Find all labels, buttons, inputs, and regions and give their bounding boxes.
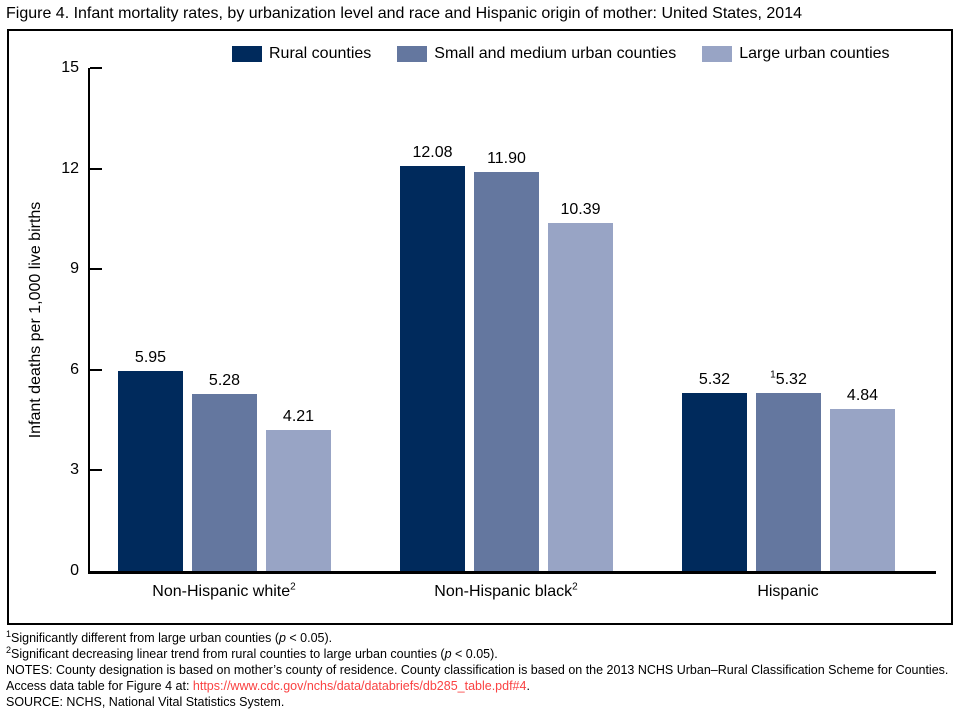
- y-tick-mark: [90, 67, 102, 69]
- legend-item-rural: Rural counties: [232, 45, 371, 63]
- bar-value-label-rural-hispanic: 5.32: [698, 371, 731, 388]
- bar-value-label-small-medium-urban-hispanic: 15.32: [770, 369, 807, 388]
- bar-large-urban-non-hispanic-white: [266, 430, 331, 571]
- category-label-non-hispanic-black: Non-Hispanic black2: [434, 581, 578, 600]
- bar-small-medium-urban-non-hispanic-white: [192, 394, 257, 571]
- data-table-link[interactable]: https://www.cdc.gov/nchs/data/databriefs…: [192, 679, 527, 693]
- bar-value-label-small-medium-urban-non-hispanic-black: 11.90: [487, 150, 526, 167]
- bar-small-medium-urban-non-hispanic-black: [474, 172, 539, 571]
- legend-swatch-small-medium-urban: [397, 46, 428, 62]
- plot-area: 0 3 6 9 12 15 Infant deaths per 1,000 live bir…: [9, 31, 951, 623]
- bar-value-label-large-urban-non-hispanic-black: 10.39: [560, 201, 601, 218]
- legend-item-large-urban: Large urban counties: [702, 45, 890, 63]
- bar-rural-hispanic: [682, 393, 747, 571]
- y-tick-label: 15: [61, 59, 79, 76]
- figure-title: Figure 4. Infant mortality rates, by urb…: [6, 5, 802, 22]
- legend-item-small-medium-urban: Small and medium urban counties: [397, 45, 676, 63]
- bar-small-medium-urban-hispanic: [756, 393, 821, 571]
- category-label-hispanic: Hispanic: [757, 583, 819, 600]
- bar-rural-non-hispanic-white: [118, 371, 183, 571]
- bar-value-label-rural-non-hispanic-white: 5.95: [134, 349, 167, 366]
- footnote-2-text: Significant decreasing linear trend from…: [11, 647, 445, 661]
- y-axis-line: [88, 68, 90, 574]
- legend-label-large-urban: Large urban counties: [739, 45, 890, 62]
- y-tick-label: 9: [70, 260, 79, 278]
- footnote-1: 1Significantly different from large urba…: [6, 628, 954, 646]
- footnote-source: SOURCE: NCHS, National Vital Statistics …: [6, 695, 285, 709]
- footnote-1-text: Significantly different from large urban…: [11, 631, 279, 645]
- category-label-non-hispanic-white: Non-Hispanic white2: [152, 581, 296, 600]
- notes-text: NOTES: County designation is based on mo…: [6, 663, 949, 693]
- footnote-2-superscript: 2: [6, 644, 12, 655]
- legend: Rural counties Small and medium urban co…: [232, 45, 890, 63]
- footnote-2-p-italic: p: [444, 647, 452, 661]
- x-axis-line: [88, 571, 936, 574]
- y-axis-title: Infant deaths per 1,000 live births: [27, 201, 44, 438]
- y-tick-mark: [90, 368, 102, 371]
- y-tick-label: 12: [61, 159, 79, 177]
- notes-tail: .: [526, 679, 530, 693]
- footnotes: 1Significantly different from large urba…: [6, 628, 954, 710]
- y-tick-mark: [90, 167, 102, 170]
- bar-value-label-large-urban-hispanic: 4.84: [846, 387, 879, 404]
- chart-frame: Rural counties Small and medium urban co…: [7, 29, 953, 625]
- legend-swatch-rural: [232, 46, 262, 62]
- footnote-2: 2Significant decreasing linear trend fro…: [6, 644, 954, 662]
- bar-value-label-small-medium-urban-non-hispanic-white: 5.28: [208, 372, 241, 389]
- y-tick-label: 3: [70, 461, 79, 479]
- footnote-2-tail: < 0.05).: [451, 647, 498, 661]
- y-tick-mark: [90, 469, 102, 472]
- bar-large-urban-non-hispanic-black: [548, 223, 613, 571]
- bar-large-urban-hispanic: [830, 409, 895, 571]
- y-tick-mark: [90, 268, 102, 271]
- legend-label-rural: Rural counties: [269, 45, 372, 62]
- category-label-superscript: 2: [290, 581, 296, 593]
- legend-label-small-medium-urban: Small and medium urban counties: [434, 45, 677, 62]
- y-tick-label: 0: [70, 562, 79, 579]
- footnote-1-p-italic: p: [278, 631, 286, 645]
- category-label-superscript: 2: [572, 581, 578, 593]
- value-label-superscript: 1: [770, 369, 776, 381]
- bar-rural-non-hispanic-black: [400, 166, 465, 571]
- bar-value-label-rural-non-hispanic-black: 12.08: [412, 144, 453, 161]
- footnote-notes: NOTES: County designation is based on mo…: [6, 662, 954, 694]
- y-tick-label: 6: [70, 360, 79, 378]
- footnote-1-superscript: 1: [6, 628, 12, 639]
- bar-value-label-large-urban-non-hispanic-white: 4.21: [282, 408, 315, 425]
- legend-swatch-large-urban: [702, 46, 733, 62]
- footnote-1-tail: < 0.05).: [285, 631, 333, 645]
